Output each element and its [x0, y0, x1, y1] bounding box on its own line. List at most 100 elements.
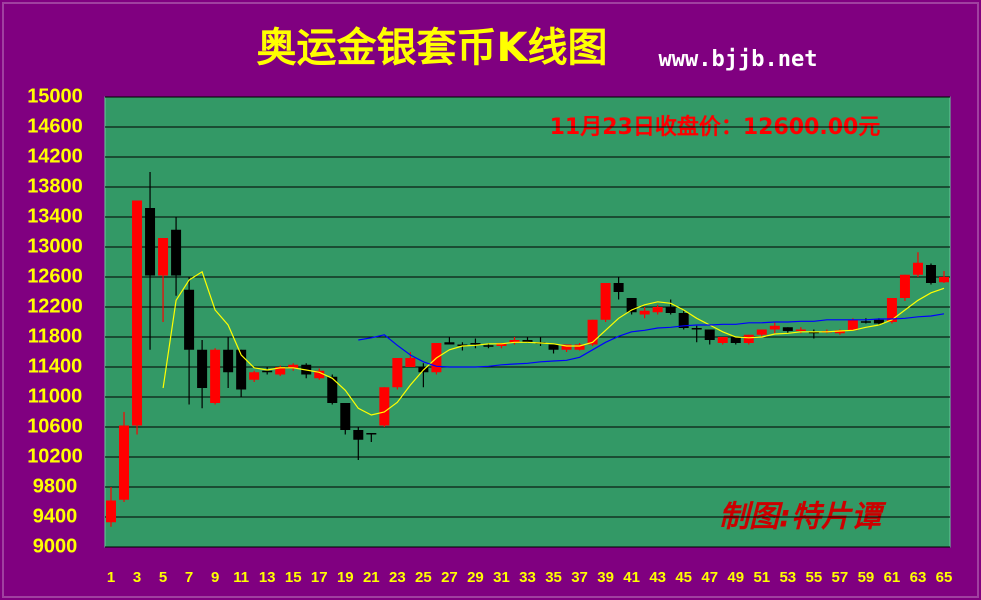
x-tick-label: 63	[910, 569, 927, 586]
x-tick-label: 65	[936, 569, 953, 586]
candle-body	[223, 349, 234, 373]
candle-body	[925, 265, 936, 283]
candle-body	[756, 329, 767, 335]
candle-body	[769, 325, 780, 330]
candle-body	[795, 329, 806, 331]
x-tick-label: 7	[185, 569, 193, 586]
candle-body	[691, 328, 702, 330]
candle-body	[210, 349, 221, 403]
x-tick-label: 41	[623, 569, 640, 586]
candle-body	[548, 344, 559, 350]
x-tick-label: 19	[337, 569, 354, 586]
candle-body	[652, 307, 663, 313]
candle-body	[587, 319, 598, 345]
candle-body	[145, 208, 156, 276]
candle-body	[184, 289, 195, 350]
candle-body	[340, 403, 351, 430]
y-tick-label: 14200	[27, 145, 83, 167]
x-tick-label: 31	[493, 569, 510, 586]
candle-body	[249, 372, 260, 380]
x-tick-label: 23	[389, 569, 406, 586]
candle-body	[171, 229, 182, 276]
candle-body	[743, 334, 754, 343]
candle-body	[704, 329, 715, 340]
y-tick-label: 13400	[27, 205, 83, 227]
candle-body	[366, 433, 377, 435]
candle-body	[665, 307, 676, 313]
candle-body	[847, 319, 858, 331]
candle-body	[288, 364, 299, 369]
x-tick-label: 33	[519, 569, 536, 586]
candle-body	[886, 298, 897, 322]
candle-body	[379, 387, 390, 426]
candle-body	[353, 430, 364, 440]
candle-body	[197, 349, 208, 388]
candle-body	[262, 370, 273, 373]
x-tick-label: 61	[884, 569, 901, 586]
x-tick-label: 57	[832, 569, 849, 586]
x-tick-label: 17	[311, 569, 328, 586]
x-tick-label: 43	[649, 569, 666, 586]
candle-body	[509, 340, 520, 343]
x-tick-label: 53	[779, 569, 796, 586]
candle-body	[522, 340, 533, 343]
chart-title: 奥运金银套币K线图	[257, 25, 608, 71]
candle-body	[613, 283, 624, 292]
candle-body	[106, 500, 116, 523]
candle-body	[444, 342, 455, 345]
candle-body	[314, 370, 325, 379]
candle-body	[405, 358, 416, 367]
x-tick-label: 5	[159, 569, 167, 586]
x-tick-label: 9	[211, 569, 219, 586]
candle-body	[327, 376, 338, 403]
y-tick-label: 12600	[27, 265, 83, 287]
candle-body	[873, 319, 884, 324]
site-url: www.bjjb.net	[659, 47, 818, 72]
candle-body	[574, 344, 585, 350]
candle-body	[730, 337, 741, 343]
candle-body	[275, 367, 286, 375]
y-tick-label: 11000	[28, 385, 83, 407]
y-tick-label: 9400	[33, 505, 78, 527]
x-tick-label: 13	[259, 569, 276, 586]
y-tick-label: 9800	[33, 475, 78, 497]
candle-body	[470, 343, 481, 345]
candle-body	[158, 238, 169, 276]
candle-body	[639, 310, 650, 315]
y-tick-label: 10600	[27, 415, 83, 437]
y-tick-label: 15000	[27, 85, 83, 107]
candle-body	[912, 262, 923, 275]
candle-body	[717, 337, 728, 343]
candle-body	[834, 330, 845, 334]
moving-average-line	[162, 270, 945, 416]
candle-body	[678, 313, 689, 328]
x-tick-label: 45	[675, 569, 692, 586]
candle-body	[808, 331, 819, 334]
x-tick-label: 35	[545, 569, 562, 586]
x-tick-label: 29	[467, 569, 484, 586]
x-tick-label: 25	[415, 569, 432, 586]
candle-body	[132, 200, 143, 426]
y-tick-label: 10200	[27, 445, 83, 467]
y-tick-label: 11400	[28, 355, 83, 377]
x-tick-label: 49	[727, 569, 744, 586]
candle-body	[782, 327, 793, 331]
y-tick-label: 13000	[27, 235, 83, 257]
candle-body	[496, 343, 507, 346]
x-tick-label: 21	[363, 569, 380, 586]
candle-body	[860, 321, 871, 323]
candle-body	[236, 349, 247, 390]
candle-body	[561, 344, 572, 350]
y-tick-label: 12200	[27, 295, 83, 317]
x-tick-label: 1	[107, 569, 115, 586]
y-tick-label: 9000	[33, 535, 78, 557]
candle-body	[899, 274, 910, 298]
x-tick-label: 37	[571, 569, 588, 586]
moving-average-line	[358, 313, 945, 368]
x-tick-label: 39	[597, 569, 614, 586]
x-tick-label: 27	[441, 569, 458, 586]
candle-body	[626, 298, 637, 313]
x-tick-label: 51	[753, 569, 770, 586]
